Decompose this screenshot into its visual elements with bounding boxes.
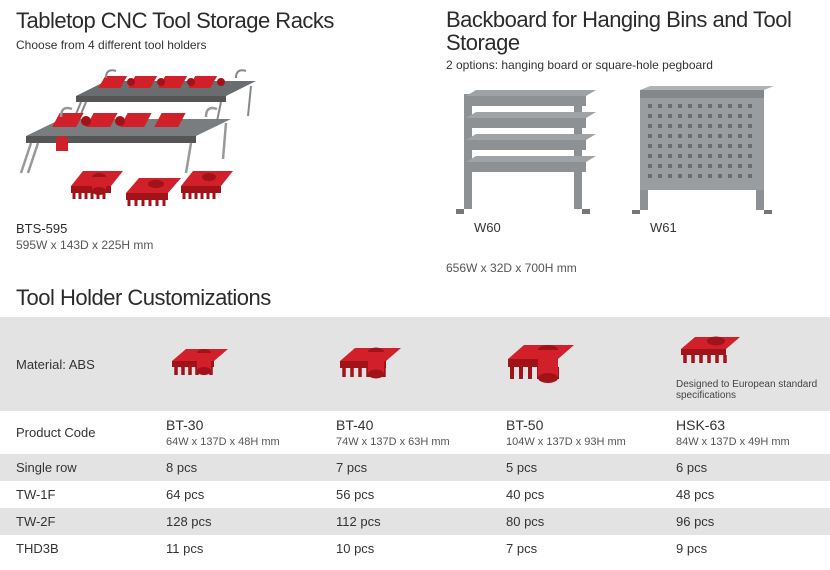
- w60-label: W60: [474, 220, 606, 235]
- section1-left-subheading: Choose from 4 different tool holders: [16, 38, 446, 52]
- table-row-tw1f: TW-1F 64 pcs 56 pcs 40 pcs 48 pcs: [0, 481, 830, 508]
- cell-thd3b-bt50: 7 pcs: [490, 535, 660, 562]
- table-row-tw2f: TW-2F 128 pcs 112 pcs 80 pcs 96 pcs: [0, 508, 830, 535]
- cell-singlerow-bt30: 8 pcs: [150, 454, 320, 481]
- table-row-singlerow: Single row 8 pcs 7 pcs 5 pcs 6 pcs: [0, 454, 830, 481]
- row-header-tw1f: TW-1F: [0, 481, 150, 508]
- cell-tw1f-bt30: 64 pcs: [150, 481, 320, 508]
- col-bt50-dims: 104W x 137D x 93H mm: [506, 436, 626, 448]
- row-header-singlerow: Single row: [0, 454, 150, 481]
- bts595-dims: 595W x 143D x 225H mm: [16, 238, 446, 252]
- cell-tw1f-bt40: 56 pcs: [320, 481, 490, 508]
- cnc-rack-image: [16, 66, 276, 221]
- cell-tw2f-bt40: 112 pcs: [320, 508, 490, 535]
- hsk63-note: Designed to European standard specificat…: [676, 379, 822, 401]
- section2-heading: Tool Holder Customizations: [0, 279, 830, 317]
- cell-tw2f-bt30: 128 pcs: [150, 508, 320, 535]
- row-header-tw2f: TW-2F: [0, 508, 150, 535]
- holder-bt50-image: [506, 339, 578, 389]
- customization-table: Material: ABS: [0, 317, 830, 562]
- holder-bt30-image: [166, 339, 238, 389]
- cell-singlerow-hsk63: 6 pcs: [660, 454, 830, 481]
- cell-singlerow-bt40: 7 pcs: [320, 454, 490, 481]
- table-row-material: Material: ABS: [0, 317, 830, 411]
- cell-thd3b-bt30: 11 pcs: [150, 535, 320, 562]
- bts595-code: BTS-595: [16, 221, 446, 236]
- section1-right-heading: Backboard for Hanging Bins and Tool Stor…: [446, 8, 814, 54]
- cell-thd3b-bt40: 10 pcs: [320, 535, 490, 562]
- col-hsk63-dims: 84W x 137D x 49H mm: [676, 436, 790, 448]
- holder-bt40-image: [336, 339, 408, 389]
- w61-image: [622, 86, 782, 216]
- col-bt50-code: BT-50: [506, 417, 652, 433]
- col-bt30-dims: 64W x 137D x 48H mm: [166, 436, 280, 448]
- table-row-thd3b: THD3B 11 pcs 10 pcs 7 pcs 9 pcs: [0, 535, 830, 562]
- row-header-thd3b: THD3B: [0, 535, 150, 562]
- row-header-productcode: Product Code: [0, 411, 150, 454]
- cell-thd3b-hsk63: 9 pcs: [660, 535, 830, 562]
- section1-left-heading: Tabletop CNC Tool Storage Racks: [16, 8, 446, 34]
- col-bt40-dims: 74W x 137D x 63H mm: [336, 436, 450, 448]
- cell-tw1f-bt50: 40 pcs: [490, 481, 660, 508]
- col-bt40-code: BT-40: [336, 417, 482, 433]
- cell-tw2f-hsk63: 96 pcs: [660, 508, 830, 535]
- section1-right-subheading: 2 options: hanging board or square-hole …: [446, 58, 814, 72]
- col-bt30-code: BT-30: [166, 417, 312, 433]
- w61-label: W61: [650, 220, 782, 235]
- holder-hsk63-image: [676, 327, 748, 377]
- cell-tw2f-bt50: 80 pcs: [490, 508, 660, 535]
- cell-singlerow-bt50: 5 pcs: [490, 454, 660, 481]
- table-row-productcode: Product Code BT-30 64W x 137D x 48H mm BT…: [0, 411, 830, 454]
- col-hsk63-code: HSK-63: [676, 417, 822, 433]
- backboard-dims: 656W x 32D x 700H mm: [446, 261, 814, 275]
- cell-tw1f-hsk63: 48 pcs: [660, 481, 830, 508]
- material-label: Material: ABS: [0, 317, 150, 411]
- w60-image: [446, 86, 606, 216]
